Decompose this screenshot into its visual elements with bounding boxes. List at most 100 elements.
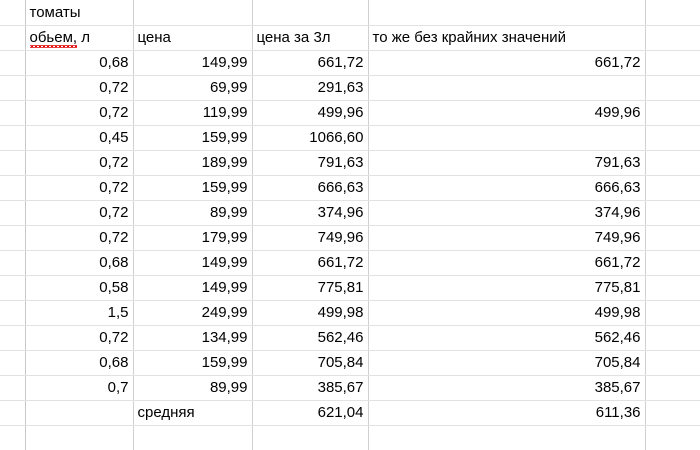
cell-trimmed[interactable]: 791,63 [368,150,646,176]
cell-f[interactable] [645,225,700,251]
cell-price[interactable]: 134,99 [133,325,253,351]
cell-a[interactable] [0,325,26,351]
header-volume[interactable]: обьем, л [25,25,134,51]
cell-a[interactable] [0,200,26,226]
cell-f2[interactable] [645,25,700,51]
cell-price[interactable]: 179,99 [133,225,253,251]
cell-per3l[interactable]: 499,96 [252,100,369,126]
cell-price[interactable]: 149,99 [133,250,253,276]
cell-trimmed[interactable]: 666,63 [368,175,646,201]
summary-label[interactable]: средняя [133,400,253,426]
cell-volume[interactable]: 0,58 [25,275,134,301]
cell-d-empty[interactable] [252,425,369,450]
cell-f[interactable] [645,250,700,276]
cell-price[interactable]: 249,99 [133,300,253,326]
cell-a-summary[interactable] [0,400,26,426]
header-price-per-3l[interactable]: цена за 3л [252,25,369,51]
cell-trimmed[interactable]: 775,81 [368,275,646,301]
summary-per3l[interactable]: 621,04 [252,400,369,426]
cell-a[interactable] [0,250,26,276]
cell-volume-summary[interactable] [25,400,134,426]
cell-f-empty[interactable] [645,425,700,450]
cell-per3l[interactable]: 666,63 [252,175,369,201]
cell-price[interactable]: 149,99 [133,275,253,301]
cell-a-empty[interactable] [0,425,26,450]
cell-a2[interactable] [0,25,26,51]
cell-trimmed[interactable]: 374,96 [368,200,646,226]
cell-volume[interactable]: 0,72 [25,175,134,201]
cell-f[interactable] [645,75,700,101]
cell-volume[interactable]: 0,72 [25,200,134,226]
cell-price[interactable]: 159,99 [133,125,253,151]
cell-trimmed[interactable]: 562,46 [368,325,646,351]
cell-volume[interactable]: 0,72 [25,325,134,351]
cell-price[interactable]: 159,99 [133,175,253,201]
cell-f[interactable] [645,50,700,76]
cell-a[interactable] [0,175,26,201]
cell-volume[interactable]: 1,5 [25,300,134,326]
cell-price[interactable]: 159,99 [133,350,253,376]
cell-b-empty[interactable] [25,425,134,450]
cell-f[interactable] [645,200,700,226]
summary-trimmed[interactable]: 611,36 [368,400,646,426]
cell-f[interactable] [645,375,700,401]
cell-per3l[interactable]: 775,81 [252,275,369,301]
cell-volume[interactable]: 0,68 [25,50,134,76]
cell-volume[interactable]: 0,68 [25,250,134,276]
cell-per3l[interactable]: 385,67 [252,375,369,401]
cell-f[interactable] [645,125,700,151]
cell-f[interactable] [645,275,700,301]
cell-per3l[interactable]: 705,84 [252,350,369,376]
cell-trimmed[interactable]: 705,84 [368,350,646,376]
cell-price[interactable]: 189,99 [133,150,253,176]
cell-per3l[interactable]: 562,46 [252,325,369,351]
cell-trimmed[interactable]: 749,96 [368,225,646,251]
cell-a[interactable] [0,225,26,251]
cell-a[interactable] [0,375,26,401]
cell-a[interactable] [0,50,26,76]
cell-f[interactable] [645,325,700,351]
cell-volume[interactable]: 0,45 [25,125,134,151]
cell-a[interactable] [0,100,26,126]
cell-a[interactable] [0,125,26,151]
cell-a[interactable] [0,75,26,101]
header-price-per-3l-trimmed[interactable]: то же без крайних значений [368,25,646,51]
cell-per3l[interactable]: 499,98 [252,300,369,326]
cell-d1[interactable] [252,0,369,26]
cell-volume[interactable]: 0,72 [25,100,134,126]
cell-trimmed[interactable]: 499,98 [368,300,646,326]
cell-a[interactable] [0,300,26,326]
cell-f[interactable] [645,175,700,201]
cell-f[interactable] [645,300,700,326]
cell-c-empty[interactable] [133,425,253,450]
cell-price[interactable]: 119,99 [133,100,253,126]
header-price[interactable]: цена [133,25,253,51]
cell-per3l[interactable]: 291,63 [252,75,369,101]
cell-f1[interactable] [645,0,700,26]
cell-price[interactable]: 149,99 [133,50,253,76]
cell-volume[interactable]: 0,72 [25,225,134,251]
cell-trimmed[interactable]: 499,96 [368,100,646,126]
cell-per3l[interactable]: 661,72 [252,250,369,276]
cell-e-empty[interactable] [368,425,646,450]
cell-per3l[interactable]: 661,72 [252,50,369,76]
cell-a[interactable] [0,150,26,176]
cell-f[interactable] [645,350,700,376]
cell-trimmed[interactable]: 661,72 [368,50,646,76]
cell-price[interactable]: 89,99 [133,375,253,401]
cell-f[interactable] [645,100,700,126]
cell-per3l[interactable]: 374,96 [252,200,369,226]
cell-volume[interactable]: 0,72 [25,150,134,176]
cell-trimmed[interactable] [368,125,646,151]
cell-a[interactable] [0,275,26,301]
cell-per3l[interactable]: 1066,60 [252,125,369,151]
cell-c1[interactable] [133,0,253,26]
cell-price[interactable]: 69,99 [133,75,253,101]
cell-trimmed[interactable]: 385,67 [368,375,646,401]
cell-volume[interactable]: 0,72 [25,75,134,101]
cell-a1[interactable] [0,0,26,26]
cell-a[interactable] [0,350,26,376]
cell-trimmed[interactable] [368,75,646,101]
